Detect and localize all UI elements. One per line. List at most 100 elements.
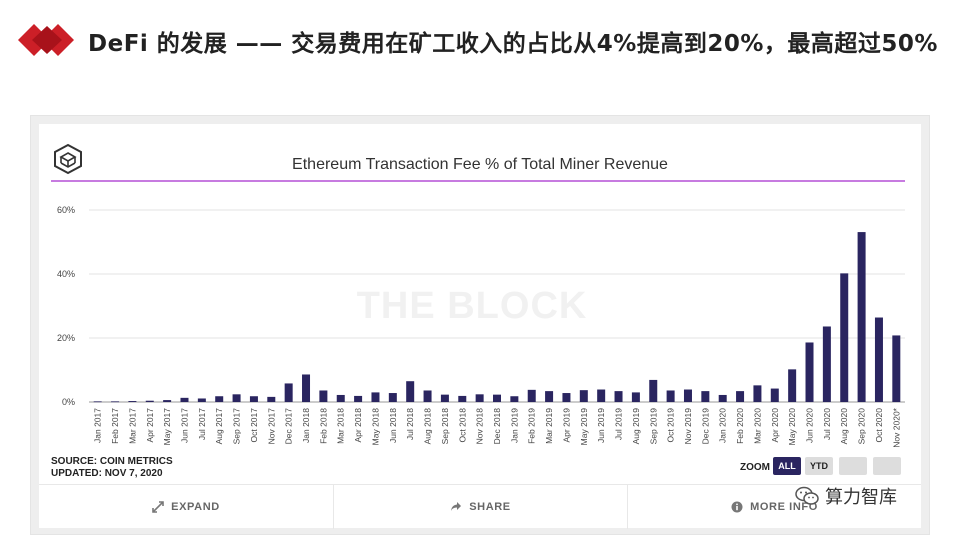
- x-tick-label: Oct 2020: [874, 408, 884, 443]
- expand-button[interactable]: EXPAND: [39, 485, 333, 529]
- x-tick-label: Jan 2018: [301, 408, 311, 443]
- more-info-button[interactable]: MORE INFO: [627, 485, 921, 529]
- bar[interactable]: [284, 383, 293, 402]
- the-block-cube-icon: [54, 143, 82, 175]
- bar[interactable]: [510, 396, 519, 402]
- bar[interactable]: [111, 401, 120, 403]
- bar[interactable]: [249, 396, 258, 402]
- bar-chart: THE BLOCK 0% 20% 40% 60% Jan 2017 Feb 2017 Mar…: [57, 205, 905, 448]
- bar[interactable]: [874, 317, 883, 402]
- bar[interactable]: [319, 390, 328, 402]
- x-tick-label: Jun 2017: [179, 408, 189, 443]
- chart-card: Ethereum Transaction Fee % of Total Mine…: [30, 115, 930, 535]
- bar[interactable]: [597, 389, 606, 402]
- bar[interactable]: [128, 401, 137, 402]
- x-tick-label: Jan 2019: [509, 408, 519, 443]
- bar[interactable]: [892, 335, 901, 402]
- bar[interactable]: [718, 394, 727, 402]
- x-tick-label: Jul 2019: [614, 408, 624, 440]
- zoom-ytd-button[interactable]: YTD: [805, 457, 833, 475]
- bar[interactable]: [631, 392, 640, 402]
- x-tick-label: Feb 2018: [318, 408, 328, 444]
- bar[interactable]: [423, 390, 432, 402]
- bar[interactable]: [232, 394, 241, 402]
- bar[interactable]: [840, 273, 849, 402]
- bar[interactable]: [736, 391, 745, 402]
- bar[interactable]: [163, 400, 172, 402]
- x-tick-label: May 2019: [579, 408, 589, 446]
- x-tick-label: Mar 2019: [544, 408, 554, 444]
- x-tick-label: Feb 2020: [735, 408, 745, 444]
- x-tick-label: Apr 2017: [145, 408, 155, 443]
- bar[interactable]: [753, 385, 762, 402]
- bar[interactable]: [666, 390, 675, 402]
- source-block: SOURCE: COIN METRICS UPDATED: NOV 7, 202…: [51, 456, 173, 480]
- x-tick-label: Dec 2017: [284, 408, 294, 445]
- bar[interactable]: [683, 389, 692, 402]
- x-tick-label: Mar 2017: [127, 408, 137, 444]
- zoom-option-button[interactable]: [839, 457, 867, 475]
- bar[interactable]: [614, 391, 623, 402]
- x-tick-label: Mar 2020: [752, 408, 762, 444]
- bar[interactable]: [527, 389, 536, 402]
- bar[interactable]: [475, 394, 484, 402]
- x-tick-label: Oct 2018: [457, 408, 467, 443]
- bar[interactable]: [406, 381, 415, 402]
- x-tick-label: Jul 2020: [822, 408, 832, 440]
- bar[interactable]: [701, 391, 710, 402]
- x-tick-label: Apr 2019: [561, 408, 571, 443]
- x-tick-label: Aug 2020: [839, 408, 849, 445]
- bar[interactable]: [770, 388, 779, 402]
- bar[interactable]: [371, 392, 380, 402]
- bar[interactable]: [857, 232, 866, 402]
- bar[interactable]: [93, 401, 102, 403]
- bar[interactable]: [267, 396, 276, 402]
- account-watermark-text: 算力智库: [825, 487, 897, 508]
- x-tick-label: Jun 2019: [596, 408, 606, 443]
- x-tick-label: May 2020: [787, 408, 797, 446]
- x-tick-label: Jan 2017: [93, 408, 103, 443]
- bar[interactable]: [145, 400, 154, 402]
- updated-text: UPDATED: NOV 7, 2020: [51, 468, 163, 479]
- zoom-all-button[interactable]: ALL: [773, 457, 801, 475]
- x-tick-label: Nov 2017: [266, 408, 276, 445]
- x-tick-label: May 2017: [162, 408, 172, 446]
- bar[interactable]: [788, 369, 797, 402]
- title-divider: [51, 180, 905, 182]
- bar[interactable]: [302, 374, 311, 402]
- bar[interactable]: [649, 379, 658, 402]
- info-icon: [731, 501, 743, 513]
- more-info-label: MORE INFO: [750, 501, 818, 513]
- y-tick-label: 0%: [62, 397, 75, 407]
- bar[interactable]: [493, 394, 501, 402]
- x-tick-label: Feb 2019: [527, 408, 537, 444]
- bar[interactable]: [354, 395, 363, 402]
- bar[interactable]: [458, 395, 467, 402]
- bar[interactable]: [545, 391, 554, 402]
- bar[interactable]: [336, 394, 345, 402]
- bar[interactable]: [388, 393, 397, 402]
- chart-card-inner: Ethereum Transaction Fee % of Total Mine…: [39, 124, 921, 529]
- bar[interactable]: [440, 394, 449, 402]
- x-tick-label: Aug 2017: [214, 408, 224, 445]
- x-tick-label: Oct 2017: [249, 408, 259, 443]
- bar[interactable]: [197, 398, 206, 402]
- wechat-icon: [795, 486, 819, 505]
- bar[interactable]: [579, 390, 588, 402]
- bar[interactable]: [562, 393, 571, 402]
- x-tick-label: Dec 2018: [492, 408, 502, 445]
- y-tick-label: 40%: [57, 269, 75, 279]
- bar[interactable]: [805, 342, 814, 402]
- zoom-option-button[interactable]: [873, 457, 901, 475]
- expand-icon: [152, 501, 164, 513]
- expand-label: EXPAND: [171, 501, 220, 513]
- y-tick-label: 60%: [57, 205, 75, 215]
- x-tick-label: Mar 2018: [336, 408, 346, 444]
- bar[interactable]: [822, 326, 831, 402]
- x-tick-label: May 2018: [370, 408, 380, 446]
- share-button[interactable]: SHARE: [333, 485, 627, 529]
- bar[interactable]: [215, 396, 224, 402]
- x-tick-label: Oct 2019: [666, 408, 676, 443]
- x-tick-label: Apr 2018: [353, 408, 363, 443]
- bar[interactable]: [180, 397, 189, 402]
